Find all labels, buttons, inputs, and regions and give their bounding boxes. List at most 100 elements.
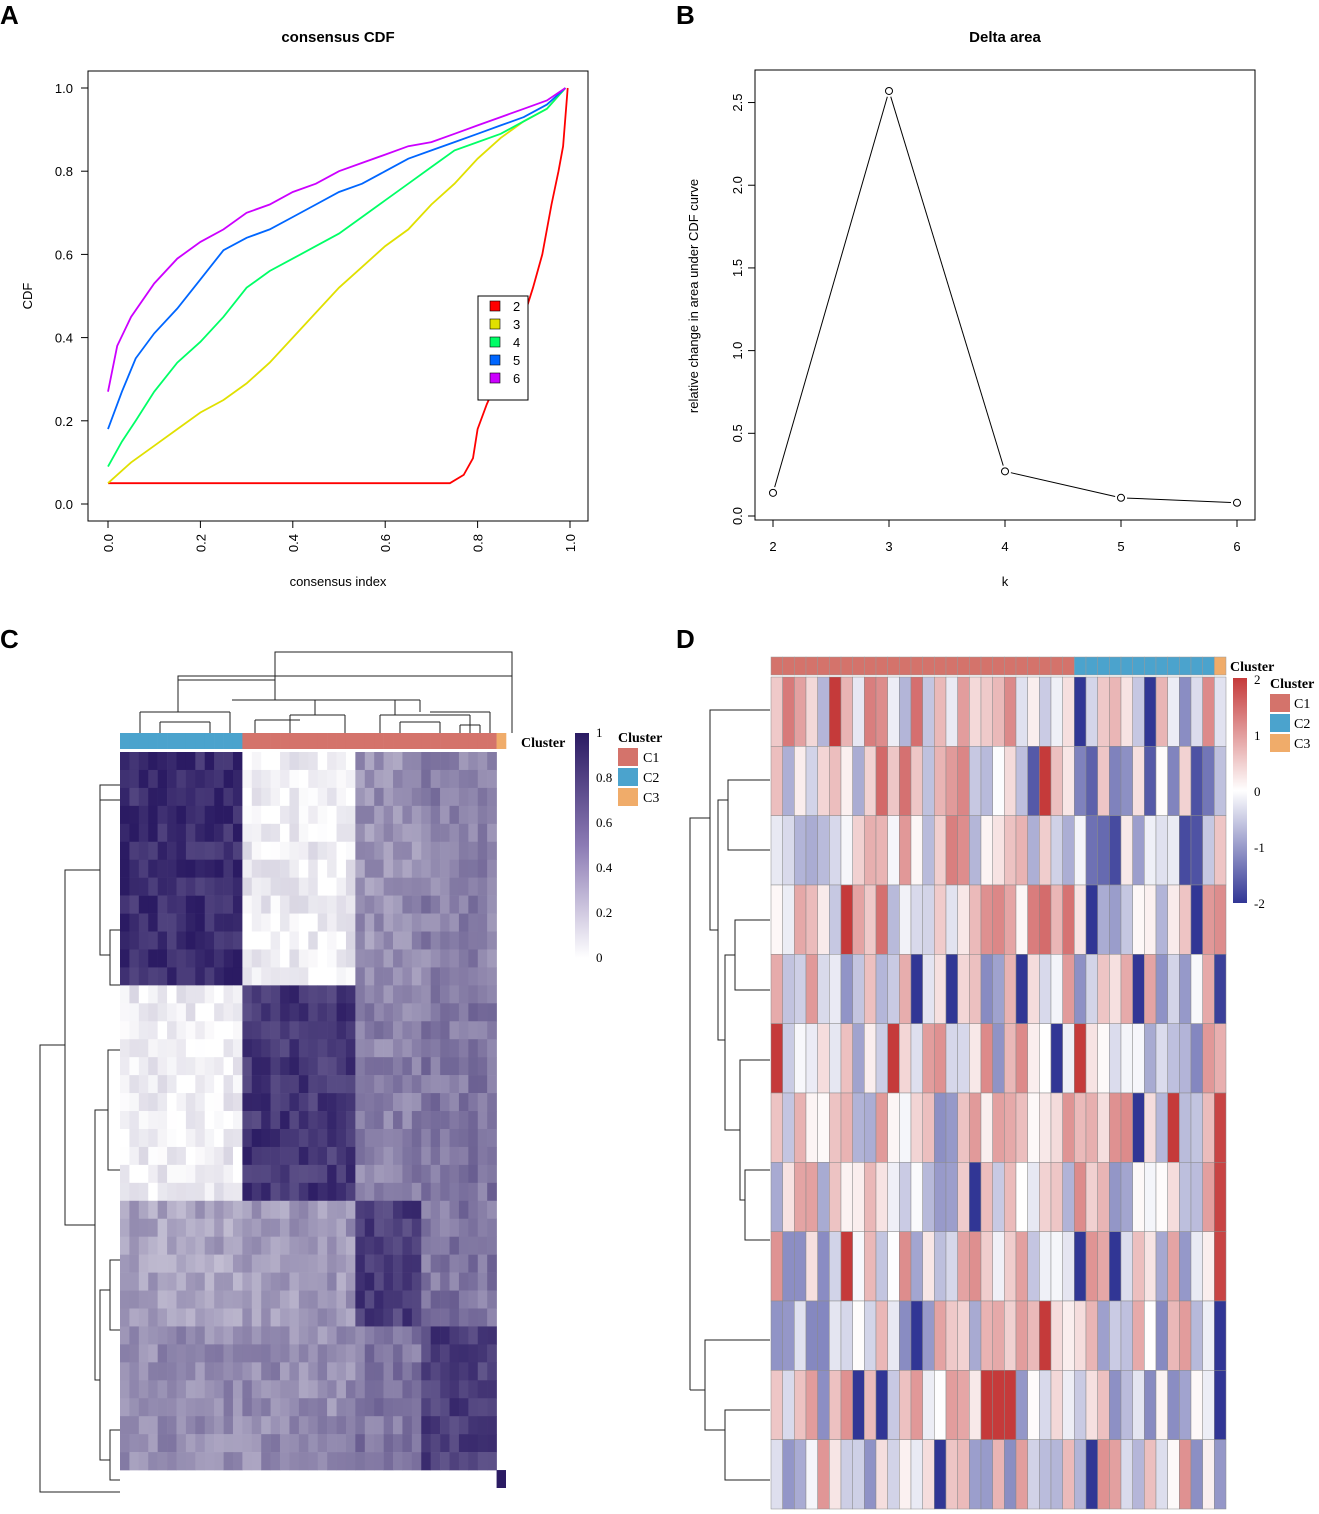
- heatmap-cell: [1097, 746, 1110, 816]
- heatmap-cell: [185, 1021, 196, 1040]
- heatmap-cell: [167, 787, 177, 807]
- heatmap-cell: [157, 949, 168, 968]
- heatmap-cell: [355, 1362, 366, 1381]
- heatmap-cell: [383, 1254, 394, 1273]
- panel-b-axes: 2 3 4 5 60.00.51.01.52.02.5: [730, 93, 1241, 554]
- heatmap-cell: [138, 1326, 149, 1345]
- heatmap-cell: [204, 769, 215, 789]
- heatmap-cell: [176, 1128, 187, 1148]
- heatmap-cell: [261, 1021, 271, 1040]
- annotation-cell-C1: [458, 733, 469, 749]
- heatmap-cell: [1050, 1162, 1063, 1232]
- heatmap-cell: [364, 1003, 375, 1022]
- heatmap-cell: [298, 1326, 309, 1345]
- heatmap-cell: [1167, 954, 1180, 1024]
- heatmap-cell: [280, 1416, 290, 1435]
- heatmap-cell: [289, 1452, 300, 1471]
- heatmap-cell: [1214, 1231, 1227, 1302]
- heatmap-cell: [782, 884, 795, 955]
- heatmap-cell: [393, 1398, 403, 1417]
- heatmap-cell: [214, 877, 224, 896]
- heatmap-cell: [308, 1236, 319, 1255]
- heatmap-cell: [157, 1236, 168, 1255]
- heatmap-cell: [327, 1290, 337, 1309]
- heatmap-cell: [120, 1111, 130, 1130]
- annotation-cell-C1: [922, 656, 935, 676]
- heatmap-cell: [120, 1200, 130, 1220]
- heatmap-cell: [980, 1439, 993, 1510]
- heatmap-cell: [817, 1231, 830, 1302]
- heatmap-cell: [195, 752, 206, 771]
- heatmap-cell: [138, 787, 149, 807]
- heatmap-cell: [864, 884, 877, 955]
- heatmap-cell: [805, 815, 818, 886]
- heatmap-cell: [852, 1231, 865, 1302]
- heatmap-cell: [411, 895, 422, 914]
- heatmap-cell: [430, 805, 441, 825]
- heatmap-cell: [393, 1362, 403, 1381]
- heatmap-cell: [270, 859, 281, 878]
- heatmap-cell: [374, 787, 384, 807]
- heatmap-cell: [487, 1236, 497, 1255]
- series-segment: [890, 96, 1004, 466]
- heatmap-cell: [270, 1057, 281, 1076]
- heatmap-cell: [289, 1290, 300, 1309]
- heatmap-cell: [1144, 815, 1157, 886]
- heatmap-cell: [364, 913, 375, 932]
- heatmap-cell: [261, 877, 271, 896]
- heatmap-cell: [458, 1146, 469, 1166]
- heatmap-cell: [468, 1452, 479, 1471]
- heatmap-cell: [298, 1308, 309, 1327]
- heatmap-cell: [317, 931, 328, 950]
- heatmap-cell: [355, 1218, 366, 1237]
- heatmap-cell: [1109, 1023, 1122, 1094]
- heatmap-cell: [402, 1308, 413, 1327]
- heatmap-cell: [383, 1308, 394, 1327]
- heatmap-cell: [1132, 1439, 1145, 1510]
- heatmap-cell: [345, 1362, 356, 1381]
- heatmap-cell: [393, 1290, 403, 1309]
- heatmap-cell: [1062, 1231, 1075, 1302]
- heatmap-cell: [411, 1021, 422, 1040]
- heatmap-cell: [411, 1362, 422, 1381]
- heatmap-cell: [167, 805, 177, 825]
- heatmap-cell: [232, 1182, 243, 1202]
- heatmap-cell: [280, 1290, 290, 1309]
- heatmap-cell: [185, 949, 196, 968]
- heatmap-cell: [364, 1326, 375, 1345]
- heatmap-cell: [355, 1236, 366, 1255]
- heatmap-cell: [345, 1398, 356, 1417]
- heatmap-cell: [251, 1003, 262, 1022]
- heatmap-cell: [440, 1398, 450, 1417]
- heatmap-cell: [167, 1039, 177, 1058]
- heatmap-cell: [214, 1272, 224, 1291]
- heatmap-cell: [411, 1039, 422, 1058]
- series-segment: [1126, 497, 1232, 504]
- heatmap-cell: [1120, 1162, 1133, 1232]
- x-tick-label: 0.6: [378, 534, 393, 552]
- heatmap-cell: [770, 954, 783, 1024]
- heatmap-cell: [261, 859, 271, 878]
- heatmap-cell: [383, 1272, 394, 1291]
- annotation-cell-C2: [176, 733, 187, 749]
- heatmap-cell: [280, 895, 290, 914]
- heatmap-cell: [317, 985, 328, 1004]
- heatmap-cell: [852, 815, 865, 886]
- heatmap-cell: [1214, 1162, 1227, 1232]
- heatmap-cell: [270, 1200, 281, 1220]
- heatmap-cell: [1085, 884, 1098, 955]
- heatmap-cell: [261, 1272, 271, 1291]
- heatmap-cell: [308, 1416, 319, 1435]
- heatmap-cell: [345, 823, 356, 843]
- heatmap-cell: [129, 985, 140, 1004]
- heatmap-cell: [922, 1300, 935, 1371]
- heatmap-cell: [864, 1162, 877, 1232]
- heatmap-cell: [223, 1290, 234, 1309]
- heatmap-cell: [1144, 1439, 1157, 1510]
- heatmap-cell: [393, 823, 403, 843]
- heatmap-cell: [468, 1326, 479, 1345]
- heatmap-cell: [440, 1308, 450, 1327]
- heatmap-cell: [214, 1057, 224, 1076]
- heatmap-cell: [468, 1182, 479, 1202]
- heatmap-cell: [402, 769, 413, 789]
